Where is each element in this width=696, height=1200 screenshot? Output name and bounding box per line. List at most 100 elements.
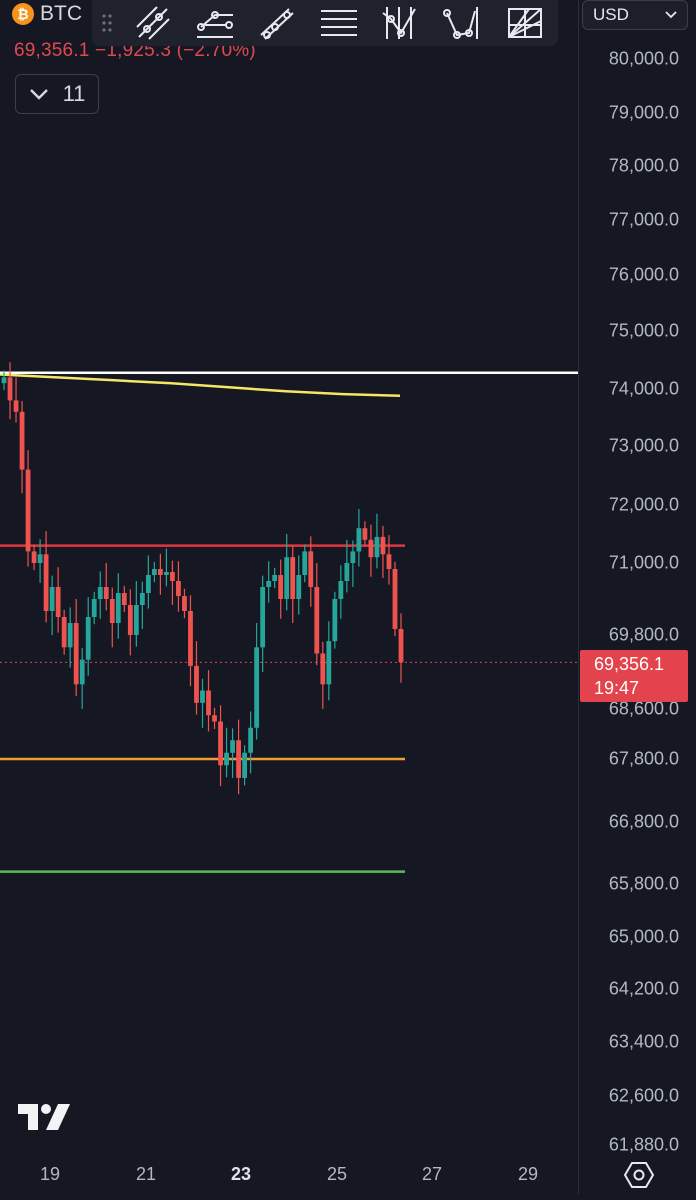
- candle-body: [386, 554, 392, 569]
- candle-body: [109, 599, 115, 623]
- candle-body: [308, 551, 314, 587]
- candle-body: [224, 752, 229, 766]
- price-axis-tick: 64,200.0: [608, 978, 679, 999]
- candle-body: [103, 587, 109, 599]
- time-axis-tick: 27: [421, 1164, 443, 1184]
- parallel-channel-icon[interactable]: [246, 0, 308, 46]
- path-icon[interactable]: [432, 0, 494, 46]
- symbol-name: BTC: [40, 2, 82, 25]
- candle-body: [79, 659, 85, 685]
- candle-body: [157, 569, 163, 575]
- time-axis-tick: 25: [326, 1164, 348, 1184]
- candle-body: [67, 623, 73, 648]
- candle-body: [145, 575, 151, 593]
- candle-body: [31, 551, 37, 563]
- last-price-tag: 69,356.1 19:47: [580, 650, 688, 702]
- candle-body: [164, 572, 169, 575]
- candle-body: [73, 623, 79, 685]
- pitchfork-icon[interactable]: [370, 0, 432, 46]
- price-axis-tick: 77,000.0: [608, 209, 679, 230]
- candle-body: [37, 554, 43, 563]
- currency-select[interactable]: USD: [582, 0, 688, 30]
- candle-body: [290, 557, 296, 599]
- candle-body: [356, 528, 362, 552]
- candle-body: [188, 611, 193, 666]
- candle-body: [320, 653, 326, 685]
- candle-body: [19, 411, 25, 470]
- last-price-value: 69,356.1: [594, 654, 665, 674]
- candle-body: [362, 528, 368, 540]
- candle-body: [266, 581, 272, 587]
- price-axis-tick: 71,000.0: [608, 552, 679, 573]
- tradingview-logo: [18, 1104, 70, 1130]
- candle-body: [127, 605, 133, 635]
- candle-body: [272, 575, 278, 581]
- price-axis-tick: 72,000.0: [608, 494, 679, 515]
- price-axis-tick: 67,800.0: [608, 748, 679, 769]
- candle-body: [296, 575, 302, 599]
- candle-body: [13, 400, 19, 412]
- candle-body: [314, 587, 320, 654]
- drag-handle-icon[interactable]: [92, 12, 122, 34]
- candle-body: [302, 551, 308, 575]
- price-axis-tick: 65,000.0: [608, 926, 679, 947]
- price-axis[interactable]: 80,000.0 79,000.0 78,000.0 77,000.0 76,000.0…: [578, 0, 696, 1200]
- price-axis-tick: 61,880.0: [608, 1134, 679, 1155]
- candle-body: [115, 593, 121, 623]
- price-axis-tick: 68,600.0: [608, 698, 679, 719]
- candle-body: [139, 593, 145, 605]
- candle-body: [121, 593, 127, 605]
- chevron-down-icon: [29, 89, 48, 100]
- candle-body: [7, 377, 13, 401]
- price-axis-tick: 62,600.0: [608, 1085, 679, 1106]
- candle-body: [91, 599, 97, 617]
- price-axis-tick: 79,000.0: [608, 102, 679, 123]
- candle-body: [43, 554, 49, 611]
- candle-body: [61, 617, 67, 648]
- indicators-toggle-button[interactable]: 11: [15, 74, 99, 114]
- time-axis-tick: 29: [517, 1164, 539, 1184]
- candle-body: [133, 605, 139, 635]
- bottom-strip: [0, 1194, 696, 1200]
- candle-body: [212, 715, 217, 722]
- candle-body: [97, 587, 103, 599]
- candle-body: [1, 377, 7, 384]
- horizontal-lines-icon[interactable]: [308, 0, 370, 46]
- candle-body: [25, 469, 31, 552]
- drawing-toolbar: [92, 0, 558, 46]
- price-axis-tick: 65,800.0: [608, 873, 679, 894]
- candle-body: [398, 629, 404, 663]
- moving-average-line: [0, 373, 401, 398]
- price-axis-tick: 73,000.0: [608, 435, 679, 456]
- trend-line-icon[interactable]: [122, 0, 184, 46]
- candle-body: [218, 721, 223, 766]
- candle-body: [254, 647, 260, 728]
- indicators-count: 11: [62, 81, 86, 106]
- price-axis-tick: 76,000.0: [608, 264, 679, 285]
- bar-countdown: 19:47: [594, 678, 640, 698]
- candle-body: [248, 727, 254, 753]
- chart-settings-icon[interactable]: [624, 1160, 654, 1190]
- candle-body: [200, 690, 205, 703]
- currency-value: USD: [593, 5, 629, 24]
- fib-fan-icon[interactable]: [494, 0, 556, 46]
- price-axis-tick: 80,000.0: [608, 48, 679, 69]
- candle-body: [392, 569, 398, 629]
- candle-body: [176, 581, 181, 596]
- candle-body: [170, 572, 175, 581]
- candle-body: [338, 581, 344, 599]
- candle-body: [49, 587, 55, 611]
- time-axis-tick: 23: [230, 1164, 252, 1184]
- candle-body: [344, 563, 350, 581]
- candlestick-chart[interactable]: [0, 0, 578, 1200]
- candle-body: [230, 740, 235, 753]
- ray-icon[interactable]: [184, 0, 246, 46]
- candle-body: [332, 599, 338, 642]
- candle-body: [278, 575, 284, 599]
- time-axis-tick: 21: [135, 1164, 157, 1184]
- symbol-label[interactable]: ₿ BTC: [12, 2, 82, 26]
- time-axis-tick: 19: [39, 1164, 61, 1184]
- price-axis-tick: 69,800.0: [608, 624, 679, 645]
- bitcoin-icon: ₿: [12, 3, 34, 25]
- price-axis-tick: 63,400.0: [608, 1031, 679, 1052]
